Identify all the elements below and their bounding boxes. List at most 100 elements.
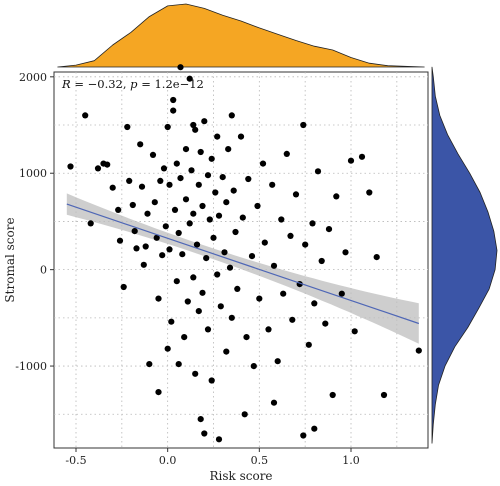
data-point	[124, 123, 131, 131]
data-point	[199, 289, 206, 296]
confidence-band-area	[66, 193, 419, 344]
data-point	[144, 210, 151, 217]
data-point	[116, 237, 124, 244]
data-point	[358, 153, 366, 160]
data-point	[280, 290, 287, 297]
data-point	[195, 181, 202, 188]
data-point	[179, 251, 186, 258]
data-point	[193, 241, 201, 248]
data-point	[226, 264, 234, 271]
data-point	[208, 377, 215, 384]
data-point	[190, 210, 197, 217]
data-point	[228, 314, 235, 321]
data-point	[415, 347, 422, 354]
data-point	[243, 334, 250, 341]
data-point	[366, 189, 373, 196]
data-point	[195, 308, 202, 315]
data-point	[190, 121, 197, 129]
data-point	[248, 253, 256, 260]
data-point	[210, 234, 217, 241]
data-point	[164, 345, 171, 352]
data-point	[146, 361, 153, 368]
data-point	[166, 181, 173, 188]
data-point	[182, 196, 190, 203]
data-point	[129, 201, 136, 209]
data-point	[250, 363, 257, 370]
data-point	[149, 151, 157, 158]
data-point	[314, 168, 322, 175]
data-point	[289, 316, 296, 323]
data-point	[338, 290, 345, 297]
data-point	[201, 118, 208, 125]
y-axis: -1000 0 1000 2000	[15, 71, 54, 373]
y-tick-label: -1000	[15, 360, 47, 373]
data-point	[283, 150, 290, 157]
data-point	[214, 271, 221, 278]
data-point	[265, 326, 272, 333]
data-point	[170, 107, 177, 114]
data-point	[171, 206, 179, 213]
data-point	[261, 239, 268, 246]
data-point	[197, 148, 204, 156]
top-density-plot	[57, 3, 425, 68]
data-point	[133, 245, 140, 252]
p-symbol: p	[130, 77, 138, 91]
x-axis: -0.5 0.0 0.5 1.0	[65, 448, 360, 467]
data-point	[175, 361, 182, 368]
data-point	[157, 177, 164, 184]
data-point	[203, 255, 210, 262]
data-point	[170, 96, 177, 104]
data-point	[254, 202, 261, 210]
data-point	[197, 416, 204, 423]
data-point	[237, 133, 245, 140]
right-density-plot	[431, 66, 498, 444]
data-point	[126, 177, 133, 184]
data-point	[173, 278, 180, 285]
data-point	[192, 126, 199, 133]
r-value: = −0.32,	[71, 77, 131, 91]
data-point	[155, 389, 162, 396]
data-point	[219, 174, 226, 181]
y-axis-title: Stromal score	[3, 217, 17, 302]
data-point	[347, 157, 355, 164]
y-tick-label: 2000	[19, 71, 47, 84]
data-point	[206, 216, 213, 223]
data-point	[318, 257, 325, 265]
data-point	[325, 226, 333, 233]
data-point	[215, 436, 223, 443]
data-point	[204, 326, 212, 333]
data-point	[188, 167, 195, 174]
data-point	[190, 274, 197, 281]
x-axis-title: Risk score	[209, 469, 272, 483]
p-value: = 1.2e−12	[138, 77, 204, 91]
data-point	[177, 175, 184, 182]
data-point	[221, 249, 228, 256]
data-point	[300, 432, 307, 439]
data-point	[109, 184, 116, 191]
data-point	[245, 175, 252, 183]
data-point	[234, 285, 241, 292]
data-point	[292, 191, 300, 198]
data-point	[138, 183, 146, 190]
data-point	[380, 391, 388, 399]
data-point	[120, 283, 127, 291]
data-point	[342, 249, 349, 256]
data-point	[94, 165, 102, 172]
data-point	[181, 334, 188, 341]
data-point	[270, 262, 278, 269]
regression-line-path	[66, 203, 420, 325]
data-point	[160, 165, 168, 172]
data-point	[186, 220, 193, 227]
data-point	[329, 391, 336, 399]
data-point	[230, 187, 237, 194]
data-point	[305, 341, 312, 348]
data-point	[159, 252, 166, 259]
data-point	[228, 112, 235, 119]
data-point	[322, 320, 329, 327]
data-point	[166, 246, 173, 253]
data-point	[87, 220, 94, 227]
data-point	[300, 121, 307, 129]
data-point	[208, 155, 215, 162]
data-point	[309, 220, 316, 227]
